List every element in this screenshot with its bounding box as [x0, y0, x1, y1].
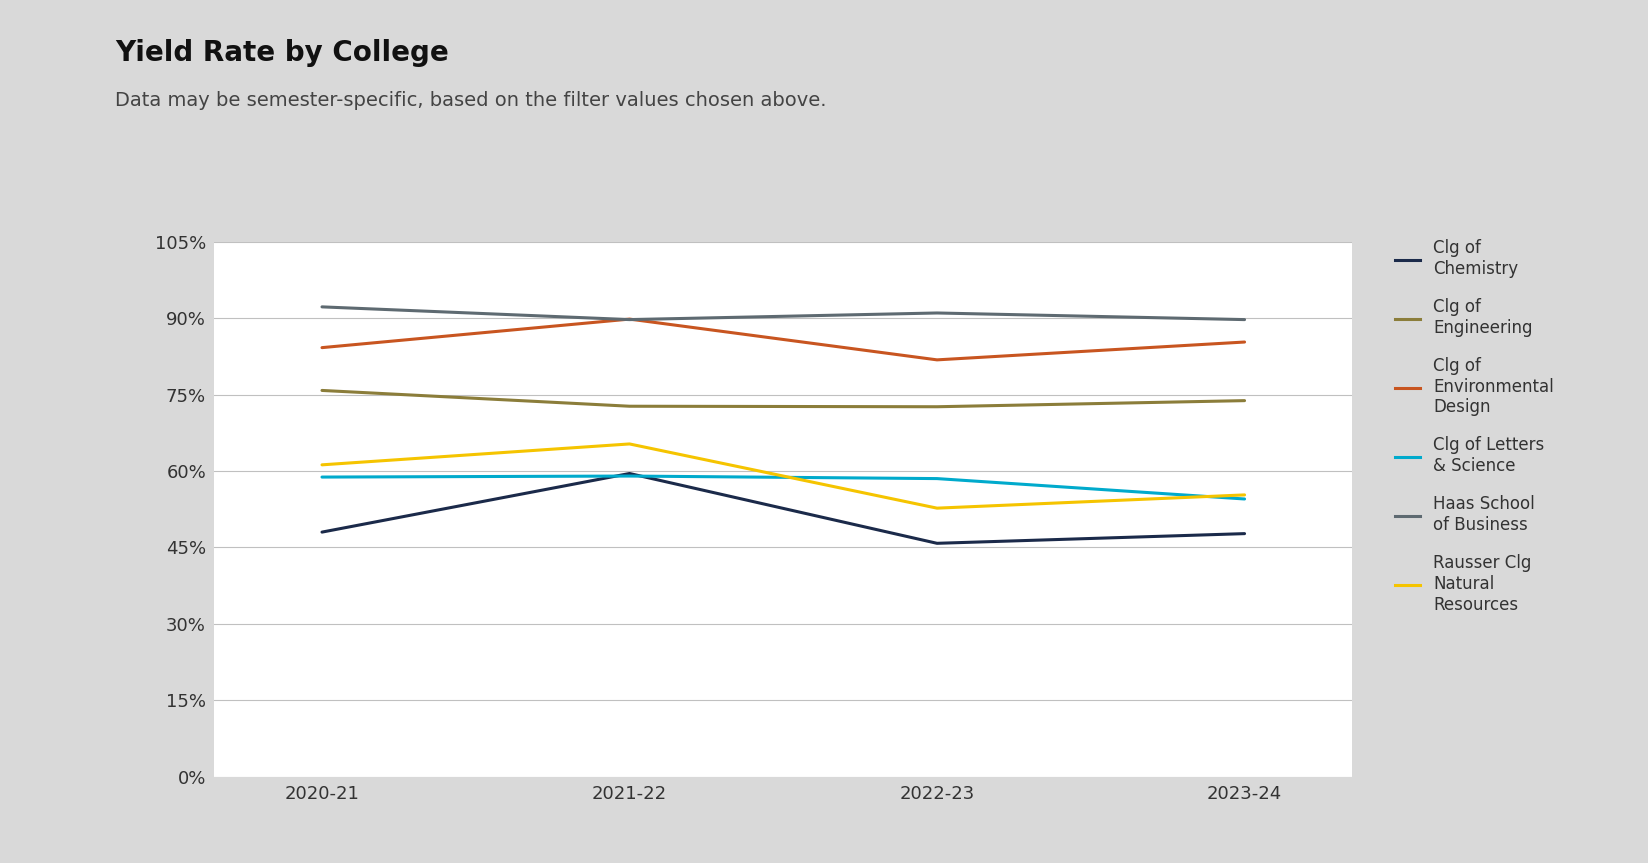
Legend: Clg of
Chemistry, Clg of
Engineering, Clg of
Environmental
Design, Clg of Letter: Clg of Chemistry, Clg of Engineering, Cl…	[1394, 239, 1552, 614]
Text: Yield Rate by College: Yield Rate by College	[115, 39, 448, 66]
Text: Data may be semester-specific, based on the filter values chosen above.: Data may be semester-specific, based on …	[115, 91, 826, 110]
